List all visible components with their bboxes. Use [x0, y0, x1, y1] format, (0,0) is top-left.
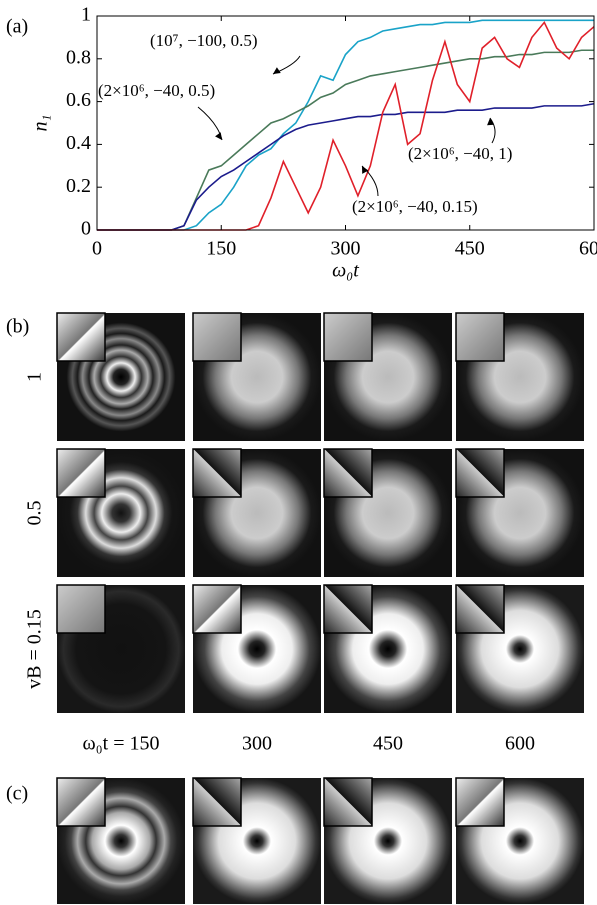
y-tick-label: 0.4: [66, 132, 91, 154]
row-label: vB = 0.15: [24, 609, 46, 689]
phase-inset: [192, 584, 242, 634]
series-annotation: (2×10⁶, −40, 1): [408, 144, 512, 163]
data-line: [97, 49, 594, 231]
phase-inset: [56, 312, 106, 362]
phase-inset: [192, 777, 242, 827]
y-tick-label: 1: [81, 4, 91, 26]
phase-inset: [323, 584, 373, 634]
x-tick-label: 0: [92, 238, 102, 260]
phase-inset: [56, 777, 106, 827]
y-tick-label: 0: [81, 218, 91, 240]
column-label: 300: [242, 733, 272, 755]
panel-label: (b): [6, 316, 29, 338]
x-tick-label: 300: [331, 238, 361, 260]
x-tick-label: 450: [455, 238, 485, 260]
row-label: 0.5: [24, 501, 46, 526]
phase-inset: [455, 312, 505, 362]
phase-inset: [455, 584, 505, 634]
series-annotation: (2×10⁶, −40, 0.15): [352, 197, 478, 216]
series-annotation: (10⁷, −100, 0.5): [150, 31, 258, 50]
phase-inset: [56, 584, 106, 634]
phase-inset: [455, 777, 505, 827]
x-axis-label: ω₀t: [332, 260, 359, 282]
x-tick-label: 600: [579, 238, 597, 260]
phase-inset: [323, 777, 373, 827]
panel-label: (c): [6, 783, 28, 805]
arrow-head: [487, 118, 495, 126]
data-line: [97, 102, 595, 231]
series-annotation: (2×10⁶, −40, 0.5): [98, 81, 215, 100]
phase-inset: [323, 448, 373, 498]
phase-inset: [192, 312, 242, 362]
phase-inset: [323, 312, 373, 362]
y-tick-label: 0.2: [66, 175, 91, 197]
column-label: 450: [373, 733, 403, 755]
x-tick-label: 150: [206, 238, 236, 260]
y-tick-label: 0.6: [66, 89, 91, 111]
arrow-head: [273, 67, 281, 74]
phase-inset: [56, 448, 106, 498]
data-line: [97, 19, 594, 231]
arrow-head: [362, 166, 369, 174]
column-label: ω₀t = 150: [83, 733, 160, 755]
phase-inset: [455, 448, 505, 498]
annotation-arrow: [489, 117, 496, 144]
panel-label: (a): [6, 16, 28, 38]
row-label: 1: [24, 372, 46, 382]
y-axis-label: n₁: [30, 115, 52, 132]
column-label: 600: [505, 733, 535, 755]
y-tick-label: 0.8: [66, 46, 91, 68]
arrow-head: [215, 132, 222, 140]
phase-inset: [192, 448, 242, 498]
